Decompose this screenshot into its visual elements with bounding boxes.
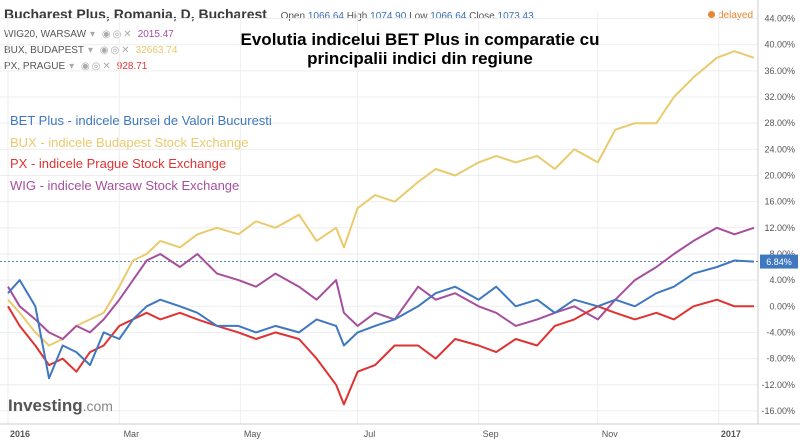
low-value: 1066.64 (430, 11, 467, 22)
y-tick-label: -4.00% (766, 327, 795, 337)
y-tick-label: 0.00% (769, 301, 795, 311)
compare-name: WIG20, WARSAW (4, 29, 87, 40)
compare-value: 928.71 (116, 61, 148, 72)
open-label: Open (280, 11, 306, 22)
x-tick-label: Sep (483, 429, 499, 439)
legend-item-px: PX - indicele Prague Stock Exchange (10, 156, 227, 171)
low-label: Low (409, 11, 428, 22)
compare-row-bux[interactable]: BUX, BUDAPEST ▾ ◉◎✕ 32663.74 (4, 45, 177, 56)
current-value-badge (760, 254, 798, 269)
y-tick-label: 16.00% (764, 197, 795, 207)
x-tick-label: Jul (364, 429, 376, 439)
compare-controls-icon[interactable]: ▾ ◉◎✕ (88, 45, 132, 56)
brand-suffix: .com (82, 398, 113, 414)
y-tick-label: 36.00% (764, 66, 795, 76)
x-tick-label: May (244, 429, 262, 439)
close-label: Close (469, 11, 495, 22)
y-tick-label: -8.00% (766, 354, 795, 364)
compare-row-wig20[interactable]: WIG20, WARSAW ▾ ◉◎✕ 2015.47 (4, 29, 174, 40)
series-line (7, 298, 754, 406)
legend-item-bet: BET Plus - indicele Bursei de Valori Buc… (10, 113, 272, 128)
compare-name: PX, PRAGUE (4, 61, 66, 72)
chart-title: Evolutia indicelui BET Plus in comparati… (240, 30, 600, 68)
series-line (7, 259, 755, 380)
y-tick-label: 40.00% (764, 40, 795, 50)
investing-logo[interactable]: Investing.com (8, 396, 113, 416)
compare-name: BUX, BUDAPEST (4, 45, 85, 56)
x-tick-label: Nov (602, 429, 619, 439)
y-tick-label: 12.00% (764, 223, 795, 233)
open-value: 1066.64 (307, 11, 344, 22)
legend-item-wig: WIG - indicele Warsaw Stock Exchange (10, 177, 240, 193)
y-tick-label: 32.00% (764, 92, 795, 102)
x-tick-label: 2017 (721, 429, 741, 439)
y-tick-label: 24.00% (764, 144, 795, 154)
delayed-label: delayed (718, 10, 754, 21)
y-tick-label: 4.00% (769, 275, 795, 285)
y-tick-label: 28.00% (764, 118, 795, 128)
y-tick-label: -12.00% (761, 380, 795, 390)
compare-value: 32663.74 (135, 45, 178, 56)
close-value: 1073.43 (497, 11, 534, 22)
x-tick-label: 2016 (10, 429, 30, 439)
compare-value: 2015.47 (137, 29, 174, 40)
brand-name: Investing (8, 396, 83, 415)
x-tick-label: Mar (124, 429, 140, 439)
delayed-status: delayed (708, 10, 753, 21)
compare-row-px[interactable]: PX, PRAGUE ▾ ◉◎✕ 928.71 (4, 61, 147, 72)
legend: BET Plus - indicele Bursei de Valori Buc… (10, 110, 272, 196)
instrument-title: Bucharest Plus, Romania, D, Bucharest (4, 6, 267, 22)
compare-controls-icon[interactable]: ▾ ◉◎✕ (69, 61, 113, 72)
status-dot-icon (708, 11, 715, 18)
series-line (7, 50, 755, 347)
y-tick-label: 8.00% (769, 249, 795, 259)
current-value-label: 6.84% (766, 257, 792, 267)
compare-controls-icon[interactable]: ▾ ◉◎✕ (90, 29, 134, 40)
high-value: 1074.90 (370, 11, 407, 22)
y-tick-label: -16.00% (761, 406, 795, 416)
y-tick-label: 44.00% (764, 14, 795, 24)
y-tick-label: 20.00% (764, 170, 795, 180)
legend-item-bux: BUX - indicele Budapest Stock Exchange (10, 134, 249, 150)
